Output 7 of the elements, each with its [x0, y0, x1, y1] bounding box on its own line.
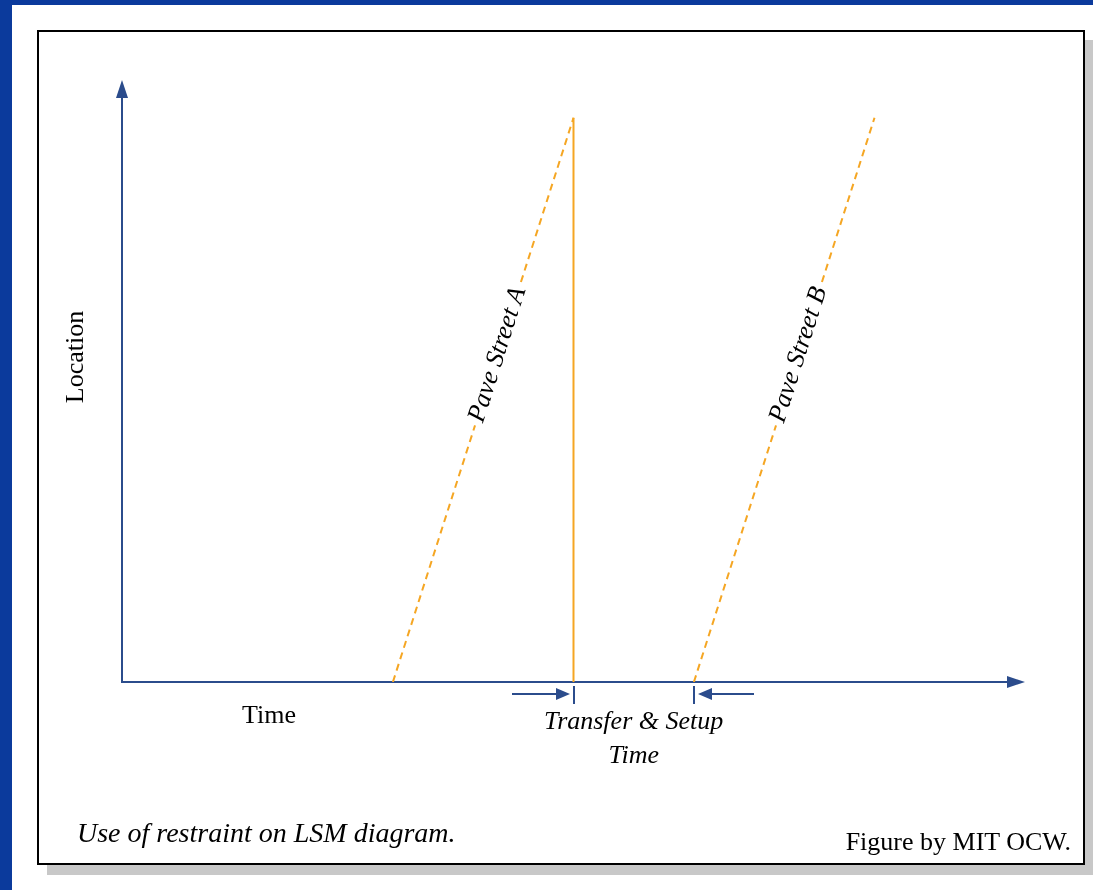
text: Pave Street A — [460, 283, 532, 427]
text: Use of restraint on LSM diagram. — [77, 817, 456, 849]
text: Pave Street B — [761, 282, 833, 427]
text: Transfer & Setup Time — [543, 705, 725, 771]
x-axis-title: Time — [242, 700, 296, 730]
y-axis-title: Location — [60, 310, 90, 404]
text: Figure by MIT OCW. — [845, 827, 1071, 857]
